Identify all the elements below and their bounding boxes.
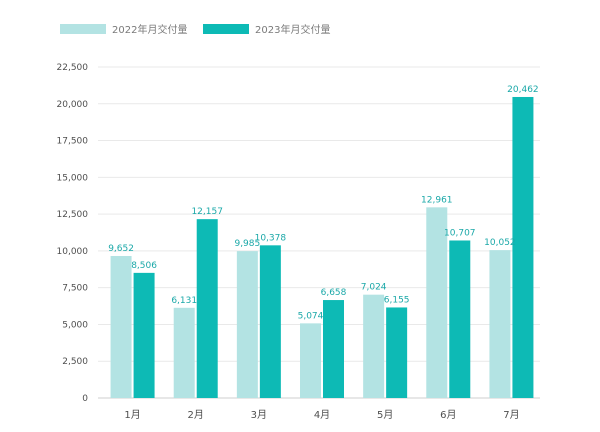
x-tick-label: 4月 bbox=[314, 409, 330, 421]
y-tick-label: 20,000 bbox=[57, 100, 89, 110]
x-axis: 1月 2月 3月 4月 5月 6月 7月 bbox=[124, 409, 519, 421]
data-label: 6,155 bbox=[384, 295, 410, 305]
x-tick-label: 6月 bbox=[440, 409, 456, 421]
bar-2023-6 bbox=[449, 240, 471, 398]
y-tick-label: 0 bbox=[82, 394, 88, 404]
y-tick-label: 22,500 bbox=[57, 63, 89, 73]
bar-2022-2 bbox=[173, 307, 195, 398]
legend-label-2: 2023年月交付量 bbox=[255, 23, 330, 36]
data-label: 9,985 bbox=[234, 239, 260, 249]
y-tick-label: 12,500 bbox=[57, 210, 89, 220]
bars bbox=[110, 96, 534, 398]
bar-2023-5 bbox=[386, 307, 408, 398]
bar-2022-7 bbox=[489, 250, 511, 398]
bar-2022-3 bbox=[236, 251, 258, 398]
bar-2023-7 bbox=[512, 96, 534, 398]
legend-swatch-1 bbox=[60, 24, 106, 34]
data-label: 10,052 bbox=[484, 238, 516, 248]
y-tick-label: 2,500 bbox=[62, 357, 88, 367]
legend-label-1: 2022年月交付量 bbox=[112, 23, 187, 36]
y-tick-label: 7,500 bbox=[62, 284, 88, 294]
legend-swatch-2 bbox=[203, 24, 249, 34]
bar-2022-6 bbox=[426, 207, 448, 398]
data-label: 10,707 bbox=[444, 228, 476, 238]
x-tick-label: 5月 bbox=[377, 409, 393, 421]
x-tick-label: 3月 bbox=[251, 409, 267, 421]
legend: 2022年月交付量 2023年月交付量 bbox=[60, 23, 330, 36]
y-axis: 0 2,500 5,000 7,500 10,000 12,500 15,000 17,500… bbox=[57, 63, 89, 404]
x-tick-label: 1月 bbox=[124, 409, 140, 421]
data-label: 8,506 bbox=[131, 261, 157, 271]
y-tick-label: 15,000 bbox=[57, 173, 89, 183]
data-label: 7,024 bbox=[361, 283, 387, 293]
x-tick-label: 2月 bbox=[188, 409, 204, 421]
data-label: 12,157 bbox=[191, 207, 223, 217]
bar-2023-2 bbox=[196, 219, 218, 398]
data-label: 9,652 bbox=[108, 244, 134, 254]
bar-2023-1 bbox=[133, 272, 155, 398]
y-tick-label: 10,000 bbox=[57, 247, 89, 257]
data-label: 12,961 bbox=[421, 195, 453, 205]
y-tick-label: 17,500 bbox=[57, 137, 89, 147]
data-label: 6,131 bbox=[171, 296, 197, 306]
bar-2022-5 bbox=[363, 294, 385, 398]
bar-2023-3 bbox=[259, 245, 281, 398]
bar-2022-4 bbox=[300, 323, 321, 398]
data-label: 10,378 bbox=[255, 233, 287, 243]
data-label: 5,074 bbox=[298, 311, 324, 321]
bar-2022-1 bbox=[110, 256, 132, 398]
data-label: 20,462 bbox=[507, 85, 539, 95]
grid-lines bbox=[98, 66, 540, 399]
data-label: 6,658 bbox=[321, 288, 347, 298]
x-tick-label: 7月 bbox=[503, 409, 519, 421]
bar-2023-4 bbox=[323, 300, 344, 398]
y-tick-label: 5,000 bbox=[62, 320, 88, 330]
